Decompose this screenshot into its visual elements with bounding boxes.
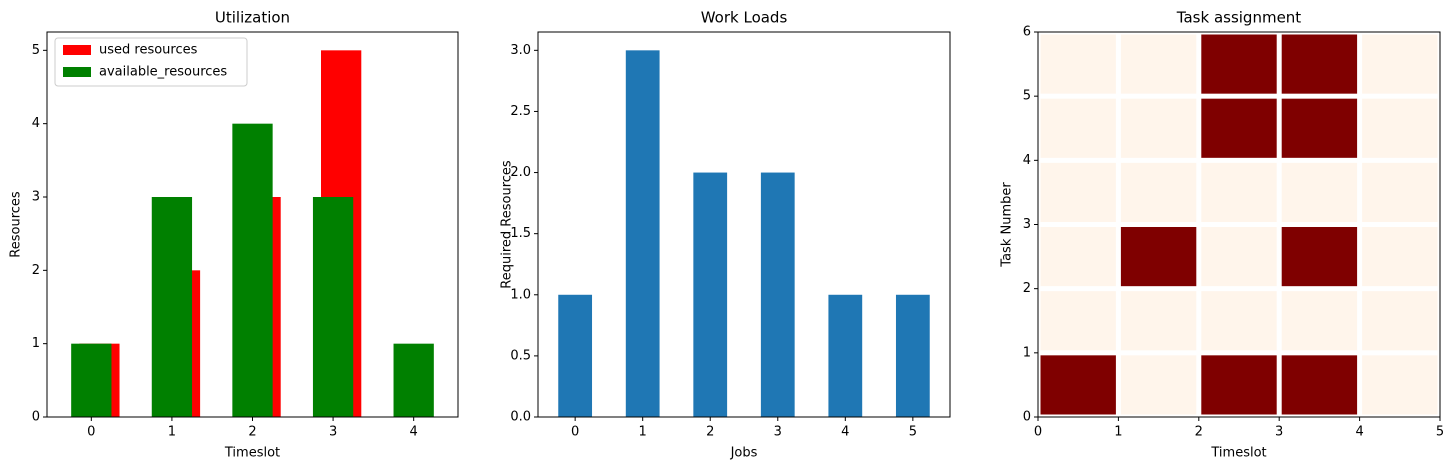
- bar: [760, 172, 795, 417]
- x-axis-label: Timeslot: [224, 446, 280, 461]
- heatmap-cell: [1120, 162, 1197, 222]
- x-tick-label: 3: [1275, 425, 1283, 440]
- heatmap-cell: [1120, 227, 1197, 287]
- y-tick-label: 0.5: [510, 348, 531, 363]
- x-tick-label: 1: [168, 425, 176, 440]
- bar: [693, 172, 728, 417]
- heatmap-cell: [1362, 227, 1438, 287]
- x-axis-label: Jobs: [730, 446, 758, 461]
- x-tick-label: 4: [841, 425, 849, 440]
- legend: used resources available_resources: [54, 37, 248, 87]
- x-tick-label: 2: [1195, 425, 1203, 440]
- heatmap-cell: [1281, 98, 1358, 158]
- x-tick-label: 0: [87, 425, 95, 440]
- y-tick-label: 5: [32, 43, 40, 58]
- bar: [232, 123, 273, 418]
- heatmap-cell: [1201, 34, 1277, 94]
- legend-swatch: [63, 67, 91, 77]
- heatmap-cell: [1120, 291, 1197, 351]
- legend-label: used resources: [99, 43, 198, 58]
- x-tick-label: 5: [1436, 425, 1444, 440]
- axes-frame: [1037, 31, 1441, 418]
- legend-label: available_resources: [99, 65, 227, 80]
- heatmap-cell: [1201, 227, 1277, 287]
- y-tick-label: 3: [1023, 217, 1031, 232]
- bar: [151, 197, 193, 417]
- y-axis-label: Task Number: [1000, 182, 1015, 268]
- heatmap-cell: [1201, 355, 1277, 415]
- x-tick-label: 0: [1034, 425, 1042, 440]
- heatmap-cell: [1201, 98, 1277, 158]
- bar: [895, 294, 930, 417]
- chart-title: Task assignment: [1176, 9, 1302, 27]
- y-tick-label: 2: [32, 263, 40, 278]
- y-tick-label: 2.0: [510, 165, 531, 180]
- heatmap-cell: [1281, 162, 1358, 222]
- y-tick-label: 0: [32, 410, 40, 425]
- heatmap-cell: [1040, 34, 1116, 94]
- heatmap-cell: [1362, 355, 1438, 415]
- y-tick-label: 1.0: [510, 287, 531, 302]
- x-tick-label: 3: [774, 425, 782, 440]
- heatmap-cell: [1281, 34, 1358, 94]
- heatmap-cell: [1201, 162, 1277, 222]
- heatmap-cell: [1362, 162, 1438, 222]
- heatmap-cell: [1201, 291, 1277, 351]
- bar: [558, 294, 593, 417]
- heatmap-cell: [1120, 34, 1197, 94]
- x-tick-label: 1: [639, 425, 647, 440]
- x-tick-label: 3: [329, 425, 337, 440]
- x-tick-label: 2: [248, 425, 256, 440]
- heatmap-bg: [1038, 32, 1440, 417]
- axes-frame: [537, 31, 951, 418]
- x-tick-label: 4: [1355, 425, 1363, 440]
- heatmap-cell: [1362, 34, 1438, 94]
- x-tick-label: 4: [410, 425, 418, 440]
- heatmap-cell: [1362, 98, 1438, 158]
- y-tick-label: 1: [1023, 345, 1031, 360]
- heatmap-cell: [1281, 355, 1358, 415]
- x-axis-label: Timeslot: [1210, 446, 1266, 461]
- heatmap-cell: [1281, 291, 1358, 351]
- y-tick-label: 0: [1023, 410, 1031, 425]
- y-axis-label: Required Resources: [500, 160, 515, 289]
- heatmap-cell: [1040, 227, 1116, 287]
- chart-title: Work Loads: [701, 9, 788, 27]
- heatmap-cell: [1040, 291, 1116, 351]
- heatmap-cell: [1281, 227, 1358, 287]
- bar: [312, 197, 354, 417]
- bar: [71, 343, 112, 417]
- y-tick-label: 2.5: [510, 104, 531, 119]
- bar: [393, 343, 434, 417]
- legend-frame: [54, 37, 248, 87]
- y-tick-label: 1.5: [510, 226, 531, 241]
- heatmap-cell: [1040, 355, 1116, 415]
- legend-swatch: [63, 45, 91, 55]
- bar: [625, 50, 660, 417]
- y-tick-label: 5: [1023, 89, 1031, 104]
- x-tick-label: 2: [706, 425, 714, 440]
- y-tick-label: 1: [32, 336, 40, 351]
- heatmap-cell: [1120, 98, 1197, 158]
- heatmap-cell: [1362, 291, 1438, 351]
- chart-title: Utilization: [215, 9, 290, 27]
- x-tick-label: 1: [1114, 425, 1122, 440]
- heatmap-cell: [1040, 162, 1116, 222]
- y-tick-label: 6: [1023, 25, 1031, 40]
- y-axis-label: Resources: [9, 191, 24, 258]
- y-tick-label: 3.0: [510, 43, 531, 58]
- heatmap-cell: [1040, 98, 1116, 158]
- y-tick-label: 4: [1023, 153, 1031, 168]
- y-tick-label: 2: [1023, 281, 1031, 296]
- y-tick-label: 4: [32, 116, 40, 131]
- bar: [828, 294, 863, 417]
- x-tick-label: 5: [909, 425, 917, 440]
- axes-frame: [46, 31, 459, 418]
- x-tick-label: 0: [571, 425, 579, 440]
- y-tick-label: 0.0: [510, 410, 531, 425]
- y-tick-label: 3: [32, 190, 40, 205]
- heatmap-cell: [1120, 355, 1197, 415]
